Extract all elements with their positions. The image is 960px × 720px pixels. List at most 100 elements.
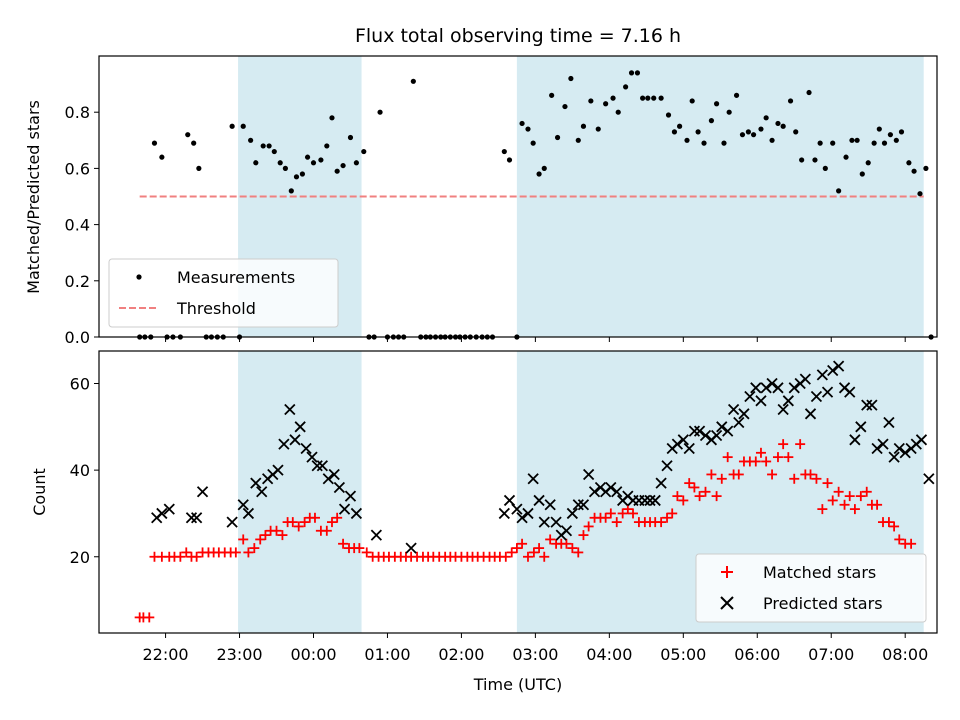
predicted-star-point bbox=[915, 434, 928, 446]
predicted-star-point bbox=[893, 442, 905, 455]
predicted-star-point bbox=[566, 507, 578, 520]
predicted-star-point bbox=[226, 516, 238, 528]
matched-star-point bbox=[255, 534, 266, 545]
matched-star-point bbox=[789, 473, 800, 484]
measurement-point bbox=[726, 109, 732, 115]
predicted-star-point bbox=[511, 503, 523, 515]
measurement-point bbox=[588, 98, 594, 104]
predicted-star-point bbox=[338, 503, 351, 515]
bottom-panel: 20 40 60 22:00 23:00 00:00 01:00 02:00 03:00 04:… bbox=[30, 350, 938, 694]
measurement-point bbox=[787, 98, 794, 104]
matched-star-point bbox=[191, 551, 202, 562]
measurement-point bbox=[304, 154, 311, 160]
bottom-panel-frame bbox=[98, 350, 938, 634]
predicted-star-point bbox=[516, 512, 528, 524]
measurement-point bbox=[695, 129, 701, 135]
bottom-y-tick-label: 20 bbox=[70, 548, 90, 567]
measurement-point bbox=[377, 109, 383, 115]
matched-star-point bbox=[772, 452, 783, 463]
predicted-star-point bbox=[572, 499, 584, 511]
top-y-ticks: 0.0 0.2 0.4 0.6 0.8 bbox=[65, 103, 99, 347]
predicted-star-point bbox=[683, 442, 695, 455]
predicted-star-point bbox=[294, 421, 306, 433]
predicted-star-point bbox=[799, 373, 811, 385]
predicted-star-point bbox=[855, 421, 867, 433]
legend-threshold-label: Threshold bbox=[176, 299, 256, 318]
top-panel: 0.00.20.40.60.8 Matched/Predicted stars … bbox=[24, 55, 938, 347]
x-tick-label: 22:00 bbox=[143, 645, 189, 664]
predicted-star-point bbox=[350, 507, 363, 520]
measurement-point bbox=[501, 148, 507, 155]
measurement-point bbox=[282, 165, 288, 171]
predicted-star-point bbox=[816, 369, 828, 381]
predicted-star-point bbox=[923, 473, 935, 485]
matched-star-point bbox=[567, 543, 578, 554]
matched-star-point bbox=[517, 538, 528, 549]
measurement-point bbox=[329, 115, 335, 121]
bottom-y-tick-label: 60 bbox=[70, 374, 90, 393]
matched-star-point bbox=[872, 499, 883, 510]
x-tick-label: 07:00 bbox=[808, 645, 854, 664]
measurement-point bbox=[253, 160, 259, 166]
matched-star-point bbox=[539, 551, 550, 562]
matched-star-point bbox=[321, 525, 332, 536]
measurement-point bbox=[763, 115, 769, 121]
measurement-point bbox=[318, 157, 324, 163]
matched-star-point bbox=[181, 547, 192, 558]
measurement-point bbox=[159, 154, 165, 160]
legend-predicted-label: Predicted stars bbox=[763, 594, 883, 613]
measurement-point bbox=[603, 101, 609, 107]
predicted-star-point bbox=[727, 403, 740, 416]
matched-star-point bbox=[783, 452, 794, 463]
measurement-point bbox=[324, 143, 330, 149]
matched-star-point bbox=[672, 491, 683, 502]
predicted-star-point bbox=[560, 525, 573, 537]
predicted-star-point bbox=[649, 494, 661, 507]
measurement-point bbox=[562, 103, 568, 110]
measurement-point bbox=[865, 160, 871, 166]
matched-star-point bbox=[293, 521, 304, 532]
measurement-point bbox=[859, 171, 865, 177]
matched-star-point bbox=[617, 508, 628, 519]
legend-measurements-marker bbox=[136, 274, 142, 280]
predicted-star-point bbox=[861, 399, 873, 411]
predicted-star-point bbox=[611, 486, 623, 498]
matched-star-point bbox=[506, 547, 517, 558]
x-axis-label: Time (UTC) bbox=[473, 675, 562, 694]
matched-star-point bbox=[573, 547, 584, 558]
matched-star-point bbox=[778, 439, 789, 450]
matched-star-point bbox=[144, 612, 155, 623]
matched-star-point bbox=[694, 491, 705, 502]
predicted-star-point bbox=[788, 382, 800, 394]
matched-star-point bbox=[678, 495, 689, 506]
measurement-point bbox=[893, 137, 899, 143]
measurement-point bbox=[634, 70, 641, 76]
measurement-point bbox=[628, 70, 635, 76]
measurement-point bbox=[671, 129, 678, 135]
matched-star-point bbox=[338, 538, 349, 549]
matched-star-point bbox=[906, 538, 917, 549]
predicted-star-point bbox=[760, 382, 772, 394]
matched-star-point bbox=[260, 530, 271, 541]
matched-star-point bbox=[805, 469, 816, 480]
predicted-star-point bbox=[370, 529, 382, 541]
measurement-point bbox=[271, 148, 277, 155]
predicted-star-point bbox=[250, 477, 262, 489]
matched-star-point bbox=[761, 456, 772, 467]
predicted-star-point bbox=[522, 507, 534, 520]
bottom-x-ticks: 22:00 23:00 00:00 01:00 02:00 03:00 04:00 05:00… bbox=[143, 633, 928, 664]
predicted-star-point bbox=[344, 490, 357, 502]
matched-star-point bbox=[750, 456, 761, 467]
matched-star-point bbox=[243, 547, 254, 558]
matched-star-point bbox=[716, 473, 727, 484]
predicted-star-point bbox=[888, 451, 900, 463]
measurement-point bbox=[665, 112, 672, 118]
measurement-point bbox=[843, 154, 849, 160]
measurement-point bbox=[849, 137, 855, 143]
matched-star-point bbox=[855, 491, 866, 502]
matched-star-point bbox=[755, 447, 766, 458]
measurement-point bbox=[640, 95, 646, 101]
predicted-star-point bbox=[577, 499, 590, 511]
predicted-star-point bbox=[237, 499, 249, 511]
legend-matched-marker bbox=[721, 566, 733, 578]
